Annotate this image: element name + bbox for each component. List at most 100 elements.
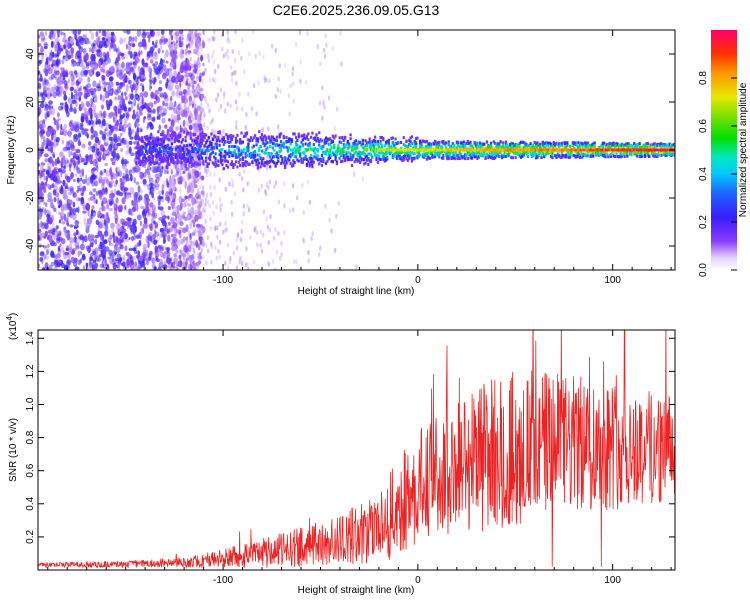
spectrogram-noise-cell bbox=[118, 123, 123, 130]
spectrogram-signal-cell bbox=[447, 157, 450, 161]
spectrogram-signal-cell bbox=[462, 155, 465, 159]
spectrogram-signal-cell bbox=[444, 141, 448, 145]
spectrogram-signal-cell bbox=[391, 141, 394, 145]
spectrogram-signal-cell bbox=[537, 150, 540, 154]
spectrogram-noise-cell bbox=[179, 162, 183, 171]
spectrogram-noise-cell bbox=[72, 201, 76, 208]
spectrogram-noise-cell bbox=[63, 213, 67, 222]
spectrogram-signal-cell bbox=[138, 137, 141, 141]
spectrogram-signal-cell bbox=[495, 154, 498, 158]
spectrogram-signal-cell bbox=[536, 144, 539, 148]
spectrogram-signal-cell bbox=[184, 162, 187, 166]
spectrogram-noise-cell bbox=[148, 37, 151, 43]
spectrogram-noise-cell bbox=[115, 223, 121, 231]
spectrogram-signal-cell bbox=[226, 160, 229, 164]
spectrogram-faint-cell bbox=[203, 202, 206, 208]
spectrogram-noise-cell bbox=[153, 220, 156, 225]
spectrogram-noise-cell bbox=[39, 102, 45, 109]
spectrogram-signal-cell bbox=[187, 131, 190, 135]
spectrogram-noise-cell bbox=[48, 210, 51, 216]
spectrogram-faint-cell bbox=[245, 246, 248, 252]
spectrogram-noise-cell bbox=[125, 112, 130, 119]
spectrogram-noise-cell bbox=[167, 262, 172, 270]
spectrogram-signal-cell bbox=[279, 132, 283, 136]
spectrogram-faint-cell bbox=[207, 37, 210, 43]
spectrogram-noise-cell bbox=[168, 37, 171, 45]
spectrogram-signal-cell bbox=[386, 151, 389, 155]
spectrogram-faint-cell bbox=[234, 69, 237, 75]
spectrogram-signal-cell bbox=[273, 155, 276, 159]
spectrogram-faint-cell bbox=[339, 30, 342, 36]
spectrogram-signal-cell bbox=[285, 161, 288, 165]
spectrogram-faint-cell bbox=[187, 207, 190, 213]
spectrogram-noise-cell bbox=[126, 258, 131, 266]
spectrogram-noise-cell bbox=[161, 246, 164, 252]
spectrogram-noise-cell bbox=[65, 265, 71, 270]
spectrogram-signal-cell bbox=[282, 141, 285, 145]
spectrogram-signal-cell bbox=[297, 159, 300, 163]
spectrogram-faint-cell bbox=[205, 242, 208, 248]
spectrogram-signal-cell bbox=[301, 138, 304, 142]
spectrogram-signal-cell bbox=[420, 141, 423, 145]
spectrogram-noise-cell bbox=[97, 230, 103, 237]
spectrogram-signal-cell bbox=[406, 154, 409, 158]
spectrogram-signal-cell bbox=[228, 151, 231, 155]
spectrogram-signal-cell bbox=[338, 151, 341, 155]
spectrogram-noise-cell bbox=[106, 203, 110, 210]
spectrogram-signal-cell bbox=[359, 156, 362, 160]
spectrogram-signal-cell bbox=[294, 155, 298, 159]
spectrogram-signal-cell bbox=[213, 155, 216, 159]
spectrogram-noise-cell bbox=[42, 245, 48, 249]
spectrogram-signal-cell bbox=[281, 158, 284, 162]
spectrogram-signal-cell bbox=[297, 132, 300, 136]
spectrogram-noise-cell bbox=[104, 30, 107, 38]
spectrogram-signal-cell bbox=[187, 159, 190, 163]
spectrogram-signal-cell bbox=[524, 142, 527, 146]
spectrogram-faint-cell bbox=[266, 155, 269, 161]
spectrogram-signal-cell bbox=[483, 142, 486, 146]
spectrogram-noise-cell bbox=[90, 135, 94, 141]
spectrogram-noise-cell bbox=[122, 139, 126, 145]
spectrogram-signal-cell bbox=[509, 144, 512, 148]
spectrogram-signal-cell bbox=[519, 152, 523, 156]
spectrogram-signal-cell bbox=[136, 135, 139, 139]
spectrogram-signal-cell bbox=[142, 160, 145, 164]
spectrogram-signal-cell bbox=[491, 156, 494, 160]
spectrogram-faint-cell bbox=[213, 36, 216, 42]
spectrogram-signal-cell bbox=[319, 138, 322, 142]
spectrogram-signal-cell bbox=[408, 143, 411, 147]
spectrogram-noise-cell bbox=[187, 185, 192, 193]
spectrogram-noise-cell bbox=[40, 37, 44, 43]
spectrogram-faint-cell bbox=[252, 30, 255, 34]
spectrogram-faint-cell bbox=[191, 177, 194, 183]
spectrogram-noise-cell bbox=[198, 195, 202, 200]
spectrogram-signal-cell bbox=[200, 151, 204, 155]
spectrogram-faint-cell bbox=[219, 87, 223, 93]
spectrogram-signal-cell bbox=[138, 152, 141, 156]
spectrogram-signal-cell bbox=[179, 155, 182, 159]
spectrogram-signal-cell bbox=[532, 152, 535, 156]
spectrogram-faint-cell bbox=[197, 188, 200, 194]
spectrogram-signal-cell bbox=[183, 144, 186, 148]
spectrogram-noise-cell bbox=[152, 210, 155, 218]
spectrogram-signal-cell bbox=[219, 160, 223, 164]
spectrogram-signal-cell bbox=[153, 162, 156, 166]
spectrogram-noise-cell bbox=[48, 236, 53, 244]
spectrogram-signal-cell bbox=[432, 142, 435, 146]
spectrogram-signal-cell bbox=[521, 154, 524, 158]
spectrogram-signal-cell bbox=[464, 143, 467, 147]
spectrogram-signal-cell bbox=[532, 143, 535, 147]
spectrogram-noise-cell bbox=[170, 119, 175, 126]
spectrogram-noise-cell bbox=[38, 223, 41, 229]
spectrogram-noise-cell bbox=[115, 81, 120, 86]
spectrogram-faint-cell bbox=[271, 258, 275, 264]
spectrogram-noise-cell bbox=[118, 223, 121, 227]
spectrogram-noise-cell bbox=[158, 206, 164, 211]
spectrogram-noise-cell bbox=[128, 126, 132, 132]
spectrogram-signal-cell bbox=[278, 143, 281, 147]
spectrogram-signal-cell bbox=[245, 145, 249, 149]
spectrogram-noise-cell bbox=[130, 102, 134, 110]
spectrogram-faint-cell bbox=[257, 187, 261, 193]
spectrogram-signal-cell bbox=[143, 141, 146, 145]
spectrogram-noise-cell bbox=[177, 110, 181, 117]
